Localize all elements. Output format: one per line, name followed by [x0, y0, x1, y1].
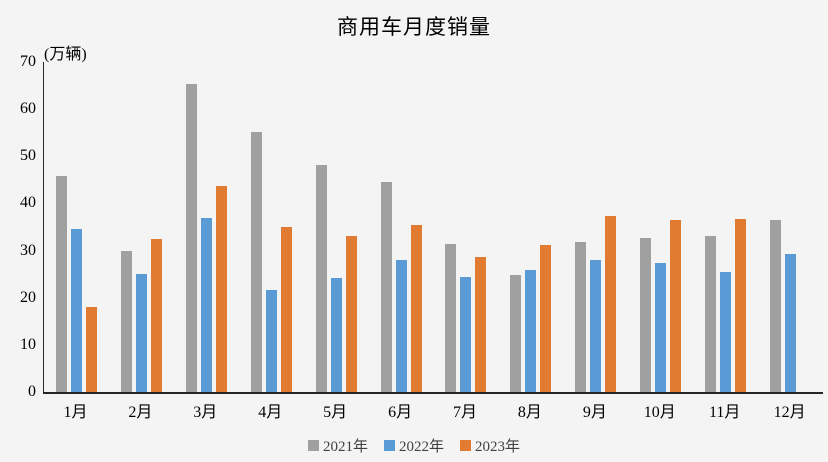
bar-2022年-1月: [70, 229, 82, 392]
y-tick-label-20: 20: [20, 288, 36, 306]
bar-2021年-9月: [575, 242, 587, 392]
x-tick-label-7月: 7月: [452, 404, 477, 421]
bar-group-2月: [109, 62, 174, 392]
x-tick-label-4月: 4月: [258, 404, 283, 421]
legend-marker-icon: [307, 440, 319, 451]
bar-2021年-7月: [445, 244, 457, 392]
bar-group-10月: [628, 62, 693, 392]
bar-2023年-11月: [735, 219, 747, 392]
bar-2023年-1月: [85, 307, 97, 392]
bar-2022年-4月: [265, 289, 277, 392]
bar-2023年-8月: [540, 245, 552, 392]
x-tick-label-3月: 3月: [193, 404, 218, 421]
bar-group-5月: [304, 62, 369, 392]
legend-label: 2021年: [322, 439, 368, 455]
legend-item-2023年: 2023年: [460, 435, 520, 456]
bar-group-11月: [693, 62, 758, 392]
bar-2022年-2月: [135, 274, 147, 392]
bar-2021年-6月: [380, 181, 392, 392]
bar-group-9月: [563, 62, 628, 392]
y-tick-label-60: 60: [20, 100, 36, 118]
x-tick-label-1月: 1月: [63, 404, 88, 421]
x-tick-label-9月: 9月: [582, 404, 607, 421]
bar-2023年-10月: [670, 219, 682, 392]
bar-2023年-9月: [605, 216, 617, 392]
bar-2021年-2月: [120, 251, 132, 392]
x-tick-label-2月: 2月: [128, 404, 153, 421]
bar-group-8月: [498, 62, 563, 392]
bar-2021年-11月: [705, 236, 717, 392]
y-axis-unit-label: (万辆): [44, 46, 87, 63]
bar-2021年-8月: [510, 275, 522, 392]
legend-item-2022年: 2022年: [383, 435, 444, 456]
legend-label: 2022年: [398, 439, 444, 455]
x-tick-label-6月: 6月: [388, 404, 413, 421]
x-tick-label-11月: 11月: [708, 404, 741, 421]
bar-2021年-3月: [185, 83, 197, 392]
bar-2023年-3月: [215, 186, 227, 392]
bar-2022年-10月: [655, 262, 667, 392]
bar-2021年-1月: [55, 175, 67, 392]
bar-2021年-5月: [315, 164, 327, 392]
bar-2022年-7月: [460, 276, 472, 392]
y-tick-label-0: 0: [28, 383, 36, 400]
bar-2023年-7月: [475, 256, 487, 392]
legend-marker-icon: [383, 440, 395, 451]
y-tick-label-30: 30: [20, 241, 36, 259]
legend-marker-icon: [460, 440, 471, 451]
bar-2022年-12月: [785, 253, 797, 392]
x-tick-label-5月: 5月: [323, 404, 348, 421]
bar-group-3月: [174, 62, 239, 392]
bar-2022年-9月: [590, 260, 602, 392]
bar-group-6月: [369, 62, 434, 392]
bar-2023年-4月: [280, 227, 292, 392]
bar-2023年-6月: [410, 224, 422, 392]
bar-2022年-8月: [525, 269, 537, 392]
legend: 2021年 2022年 2023年: [0, 435, 828, 456]
bar-2022年-3月: [200, 217, 212, 392]
bar-2022年-5月: [330, 278, 342, 392]
bar-2021年-10月: [640, 238, 652, 392]
bar-group-7月: [434, 62, 499, 392]
bar-2023年-2月: [150, 239, 162, 392]
bar-2022年-11月: [720, 271, 732, 392]
y-tick-label-40: 40: [20, 194, 36, 212]
x-tick-label-12月: 12月: [773, 404, 806, 421]
bar-group-12月: [758, 62, 823, 392]
y-tick-label-10: 10: [20, 335, 36, 353]
bar-2021年-4月: [250, 132, 262, 392]
bar-group-1月: [44, 62, 109, 392]
y-tick-label-50: 50: [20, 147, 36, 165]
legend-label: 2023年: [475, 439, 521, 455]
y-tick-label-70: 70: [20, 53, 36, 70]
bar-2021年-12月: [770, 220, 782, 392]
x-tick-label-8月: 8月: [517, 404, 542, 421]
bar-group-4月: [239, 62, 304, 392]
bar-2023年-5月: [345, 235, 357, 392]
bar-groups: [44, 62, 823, 392]
bar-2022年-6月: [395, 259, 407, 392]
x-tick-label-10月: 10月: [643, 404, 676, 421]
chart-title: 商用车月度销量: [337, 15, 491, 39]
plot-area: 0 10 20 30 40 50 60 70: [20, 53, 823, 400]
x-axis-labels: 1月 2月 3月 4月 5月 6月 7月 8月 9月 10月 11月 12月: [43, 398, 822, 422]
legend-item-2021年: 2021年: [307, 435, 368, 456]
